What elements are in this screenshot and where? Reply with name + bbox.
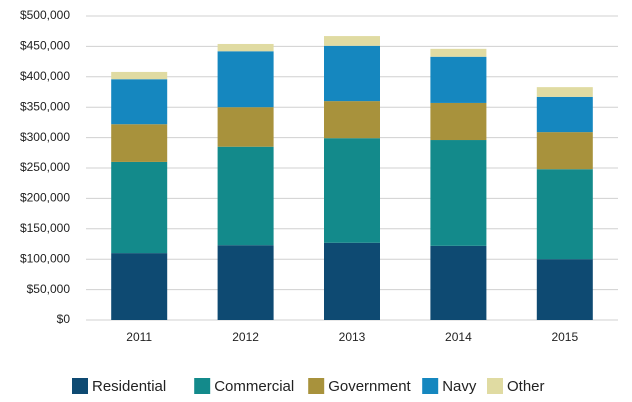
y-tick-label: $450,000: [20, 39, 70, 53]
bar-segment: [217, 107, 274, 147]
bar-segment: [324, 36, 380, 46]
y-tick-label: $350,000: [20, 99, 70, 113]
y-tick-label: $400,000: [20, 69, 70, 83]
bar-segment: [217, 146, 274, 246]
bar-segment: [536, 169, 593, 260]
bar-segment: [536, 259, 593, 320]
bar-segment: [324, 45, 380, 102]
y-tick-label: $250,000: [20, 160, 70, 174]
bar-segment: [430, 56, 487, 103]
bar-segment: [536, 132, 593, 170]
y-tick-label: $300,000: [20, 130, 70, 144]
bar-segment: [111, 161, 168, 254]
x-tick-label: 2011: [126, 330, 152, 344]
legend-swatch: [194, 378, 211, 394]
bar-segment: [324, 138, 380, 243]
bar-segment: [111, 79, 168, 125]
legend-swatch: [422, 378, 439, 394]
y-tick-label: $150,000: [20, 221, 70, 235]
bar-segment: [217, 51, 274, 108]
legend-label: Other: [507, 378, 545, 395]
bar-segment: [324, 101, 380, 139]
x-tick-label: 2015: [551, 330, 578, 344]
bar-segment: [324, 242, 380, 320]
bar-segment: [217, 245, 274, 320]
bar-segment: [536, 96, 593, 133]
bar-segment: [430, 140, 487, 246]
legend-label: Commercial: [214, 378, 294, 395]
legend-label: Navy: [442, 378, 477, 395]
bar-segment: [430, 245, 487, 320]
legend-swatch: [487, 378, 503, 394]
x-tick-label: 2013: [339, 330, 366, 344]
y-tick-label: $100,000: [20, 251, 70, 265]
bar-segment: [430, 102, 487, 141]
legend-swatch: [308, 378, 325, 394]
y-tick-label: $0: [57, 312, 71, 326]
bar-segment: [111, 71, 168, 80]
y-tick-label: $50,000: [27, 282, 71, 296]
legend-swatch: [72, 378, 88, 394]
x-tick-label: 2012: [232, 330, 259, 344]
bar-segment: [430, 48, 487, 57]
y-tick-label: $200,000: [20, 191, 70, 205]
bar-segment: [111, 253, 168, 320]
bar-segment: [217, 43, 274, 52]
y-tick-label: $500,000: [20, 8, 70, 22]
legend-label: Government: [328, 378, 411, 395]
legend-label: Residential: [92, 378, 166, 395]
bar-segment: [536, 87, 593, 97]
bar-segment: [111, 124, 168, 162]
x-tick-label: 2014: [445, 330, 472, 344]
